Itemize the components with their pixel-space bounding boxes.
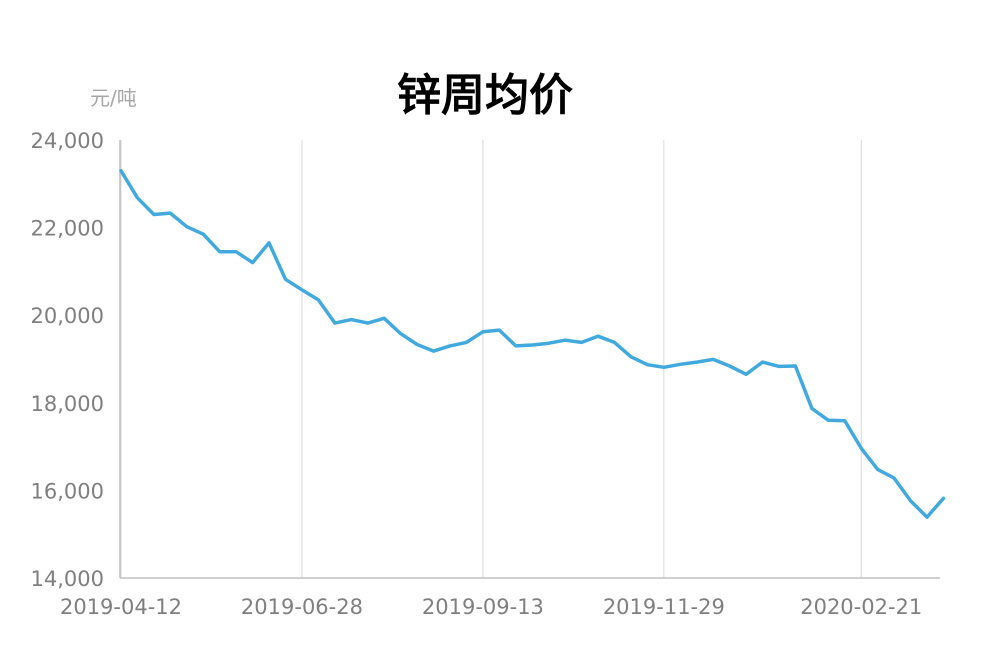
series-group (119, 168, 946, 519)
y-tick-label: 24,000 (31, 129, 104, 153)
x-tick-label: 2019-09-13 (422, 595, 544, 619)
y-axis-unit-label: 元/吨 (90, 86, 137, 110)
gridlines (120, 140, 862, 578)
y-tick-label: 20,000 (31, 304, 104, 328)
chart-title: 锌周均价 (397, 70, 573, 121)
x-tick-label: 2019-06-28 (241, 595, 363, 619)
y-tick-label: 22,000 (31, 217, 104, 241)
y-tick-label: 16,000 (31, 479, 104, 503)
y-tick-label: 18,000 (31, 392, 104, 416)
x-tick-label: 2020-02-21 (800, 595, 922, 619)
x-tick-labels: 2019-04-12 2019-06-28 2019-09-13 2019-11-29… (60, 595, 922, 619)
x-tick-label: 2019-04-12 (60, 595, 182, 619)
y-tick-labels: 14,000 16,000 18,000 20,000 22,000 24,000 (31, 129, 104, 591)
x-tick-label: 2019-11-29 (603, 595, 725, 619)
axes (119, 140, 940, 579)
y-tick-label: 14,000 (31, 567, 104, 591)
price-series-line (119, 168, 946, 519)
